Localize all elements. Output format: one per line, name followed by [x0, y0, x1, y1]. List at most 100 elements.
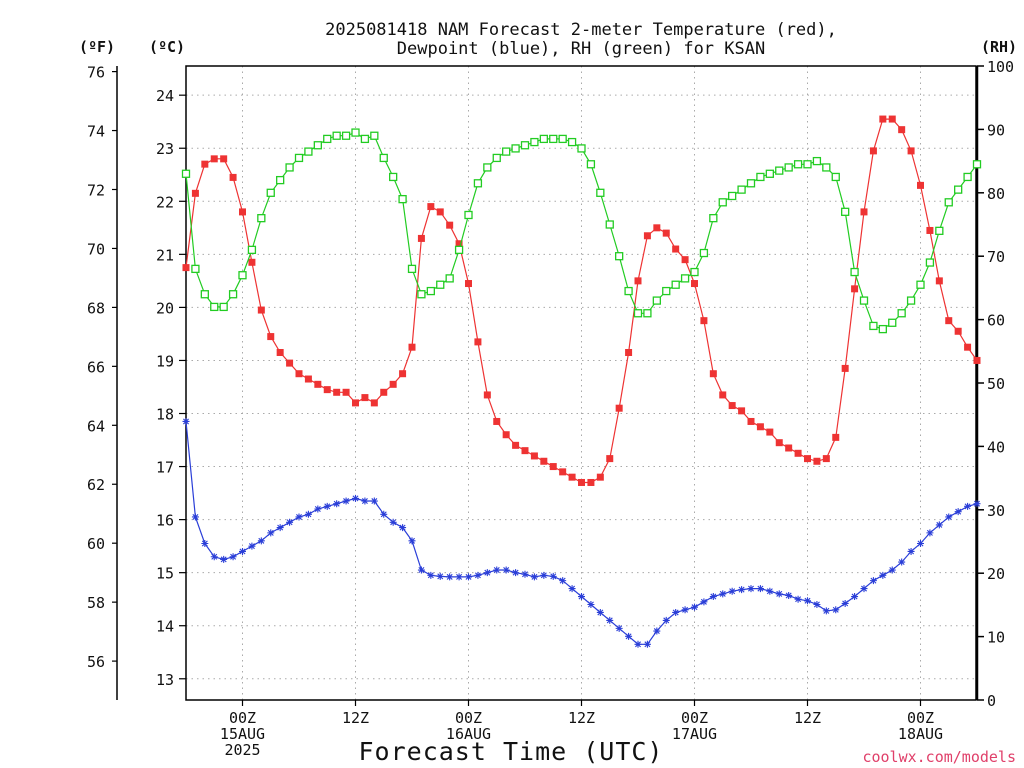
data-point [248, 258, 256, 266]
data-point [304, 147, 313, 156]
data-point [935, 277, 943, 285]
data-point [220, 155, 228, 163]
data-point [822, 455, 830, 463]
data-point [719, 590, 727, 598]
data-point [446, 573, 454, 581]
data-point [785, 444, 793, 452]
data-point [691, 280, 698, 288]
data-point [540, 457, 548, 465]
data-point [728, 402, 736, 410]
data-point [239, 547, 246, 555]
data-point [474, 338, 482, 346]
data-point [681, 256, 689, 264]
data-point [455, 573, 463, 581]
data-point [257, 214, 266, 223]
data-point [295, 370, 303, 378]
data-point [699, 248, 709, 258]
data-point [483, 163, 492, 172]
data-point [680, 274, 690, 283]
data-point [493, 417, 501, 425]
data-point [304, 375, 312, 383]
data-point [493, 566, 501, 574]
x-tick-label: 00Z [229, 709, 256, 727]
data-point [276, 524, 284, 532]
data-point [681, 606, 689, 614]
fahrenheit-tick-label: 68 [87, 299, 105, 317]
data-point [417, 566, 425, 574]
series-line [185, 118, 978, 484]
rh-tick-label: 10 [987, 629, 1005, 647]
data-point [822, 607, 830, 615]
data-point [210, 302, 219, 312]
data-point [935, 226, 944, 235]
data-point [831, 172, 840, 182]
data-point [945, 317, 953, 325]
rh-tick-label: 40 [987, 438, 1005, 456]
data-point [643, 309, 652, 318]
celsius-tick-label: 14 [156, 618, 174, 636]
data-point [860, 585, 868, 593]
data-point [973, 356, 981, 364]
data-point [945, 513, 953, 521]
fahrenheit-unit-label: (ºF) [79, 38, 115, 56]
data-point [606, 455, 614, 463]
data-point [182, 264, 190, 272]
data-point [775, 590, 783, 598]
chart-title-line-2: Dewpoint (blue), RH (green) for KSAN [397, 39, 765, 59]
data-point [652, 296, 661, 305]
data-point [577, 144, 586, 153]
data-point [784, 163, 793, 172]
celsius-tick-label: 22 [156, 193, 174, 211]
data-point [785, 591, 793, 599]
data-point [342, 388, 350, 396]
data-point [520, 141, 530, 150]
data-point [360, 134, 370, 144]
data-point [427, 203, 435, 211]
data-point [851, 593, 859, 601]
data-point [964, 343, 972, 351]
data-point [511, 144, 520, 153]
data-point [210, 553, 218, 561]
data-point [972, 160, 982, 169]
data-point [954, 327, 962, 335]
data-point [898, 558, 906, 566]
data-point [793, 160, 803, 169]
data-point [869, 321, 878, 331]
data-point [229, 553, 237, 561]
data-point [483, 569, 491, 577]
data-point [181, 169, 191, 178]
celsius-tick-label: 21 [156, 246, 174, 264]
data-point [465, 280, 472, 288]
data-point [756, 585, 764, 593]
data-point [455, 240, 463, 248]
data-point [276, 175, 285, 185]
data-point [342, 497, 350, 505]
x-tick-label: 00Z [681, 709, 708, 727]
data-point [587, 478, 595, 486]
data-point [879, 115, 887, 123]
data-point [502, 147, 511, 156]
data-point [549, 134, 558, 144]
data-point [841, 207, 850, 216]
data-point [361, 394, 369, 402]
data-point [314, 380, 322, 388]
rh-tick-label: 100 [987, 58, 1014, 76]
credit-text: coolwx.com/models [862, 748, 1016, 766]
data-point [898, 126, 906, 134]
data-point [266, 188, 275, 197]
data-point [766, 587, 774, 595]
data-point [746, 179, 756, 188]
data-point [926, 226, 934, 234]
data-point [304, 510, 312, 518]
data-point [200, 290, 209, 299]
celsius-tick-label: 17 [156, 459, 174, 477]
data-point [512, 441, 520, 449]
data-point [436, 572, 444, 580]
data-point [578, 593, 585, 601]
rh-tick-label: 0 [987, 692, 996, 710]
series-group [181, 128, 982, 334]
data-point [822, 163, 831, 172]
data-point [954, 185, 963, 194]
data-point [445, 274, 454, 283]
